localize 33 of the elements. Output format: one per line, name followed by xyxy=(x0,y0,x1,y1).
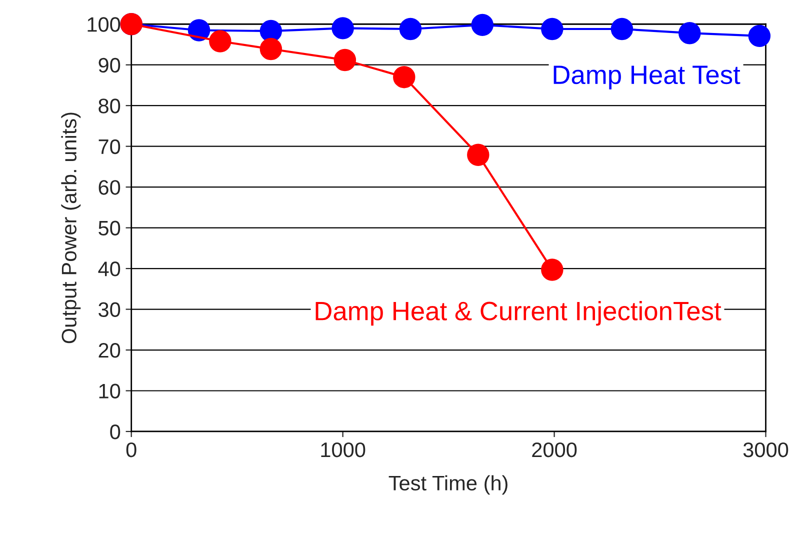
point xyxy=(393,66,416,88)
y-tick-label: 100 xyxy=(88,17,120,32)
point xyxy=(748,24,771,48)
point xyxy=(541,18,564,40)
point xyxy=(188,19,210,42)
y-tick-label: 0 xyxy=(110,424,120,440)
y-tick-label: 70 xyxy=(98,139,120,154)
point xyxy=(471,14,494,36)
y-tick-label: 40 xyxy=(98,262,120,276)
x-tick-label: 2000 xyxy=(532,442,577,458)
point xyxy=(610,18,634,40)
y-tick-label: 80 xyxy=(98,98,120,114)
point xyxy=(334,48,356,72)
series-label: Damp Heat Test xyxy=(554,66,740,90)
point xyxy=(541,258,564,281)
y-tick-label: 90 xyxy=(98,58,120,73)
y-tick-label: 50 xyxy=(98,220,120,236)
point xyxy=(332,17,354,40)
x-tick-label: 0 xyxy=(126,442,136,458)
series-label: Damp Heat & Current InjectionTest xyxy=(316,301,722,326)
point xyxy=(467,144,490,166)
point xyxy=(678,22,701,44)
y-tick-label: 10 xyxy=(99,384,120,398)
y-tick-label: 60 xyxy=(98,180,120,195)
y-tick-label: 20 xyxy=(98,343,120,358)
point xyxy=(399,18,422,40)
x-tick-label: 1000 xyxy=(321,442,366,458)
point xyxy=(260,38,282,60)
y-tick-label: 30 xyxy=(98,302,120,318)
x-tick-label: 3000 xyxy=(743,442,788,458)
y-axis-title: Output Power (arb. units) xyxy=(61,112,81,344)
x-axis-title: Test Time (h) xyxy=(388,475,508,495)
point xyxy=(209,30,232,52)
